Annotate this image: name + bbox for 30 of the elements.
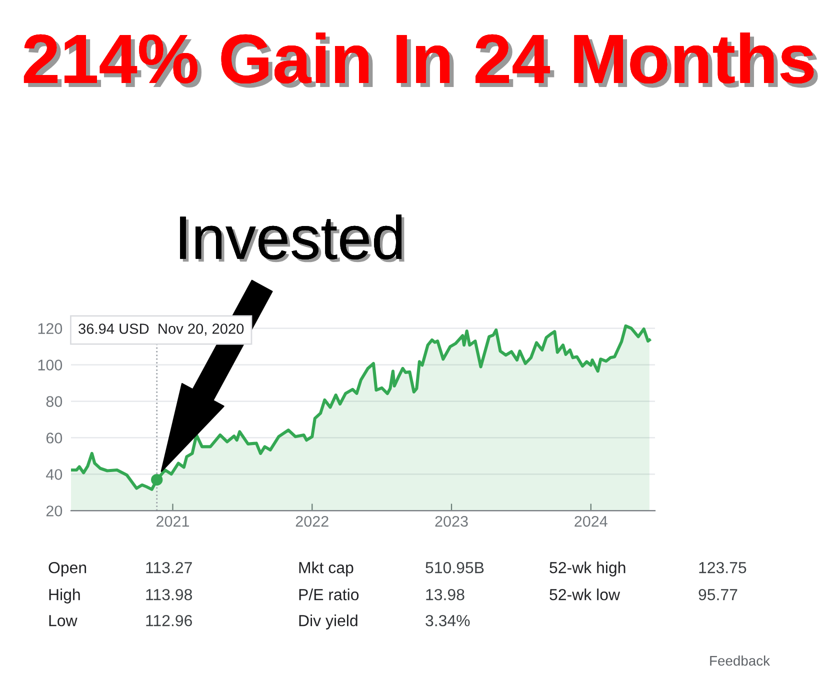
y-tick-label: 60 [46, 432, 62, 444]
x-tick-label: 2024 [574, 516, 608, 527]
text: Invested [180, 214, 404, 262]
x-tick-label: 2022 [296, 516, 328, 527]
y-tick-label: 80 [46, 396, 62, 407]
x-tick-label: 2023 [435, 516, 468, 527]
x-tick-label: 2021 [156, 516, 189, 527]
y-tick-label: 100 [38, 360, 62, 370]
text: 123.75 [699, 562, 746, 574]
text: 95.77 [698, 588, 738, 600]
text: 52-wk high [550, 562, 626, 576]
y-tick-label: 20 [46, 506, 62, 516]
text: 112.96 [146, 614, 192, 626]
text: High [49, 588, 80, 604]
chart-title: 214% Gain In 24 Months [24, 32, 818, 88]
text: 52-wk low [550, 588, 620, 600]
text: Low [49, 615, 78, 626]
annotation: 36.94 USD Nov 20, 2020 [78, 324, 244, 336]
text: 113.98 [146, 588, 192, 600]
text: P/E ratio [299, 588, 359, 600]
text: Feedback [710, 656, 770, 666]
y-tick-label: 40 [46, 469, 62, 480]
text: 3.34% [426, 614, 470, 626]
y-tick-label: 120 [38, 323, 62, 334]
text: Mkt cap [299, 562, 354, 576]
text: 510.95B [426, 562, 484, 574]
text: Open [48, 562, 86, 576]
text: 113.27 [146, 562, 192, 574]
text: 13.98 [426, 588, 464, 600]
text: Div yield [299, 614, 358, 630]
